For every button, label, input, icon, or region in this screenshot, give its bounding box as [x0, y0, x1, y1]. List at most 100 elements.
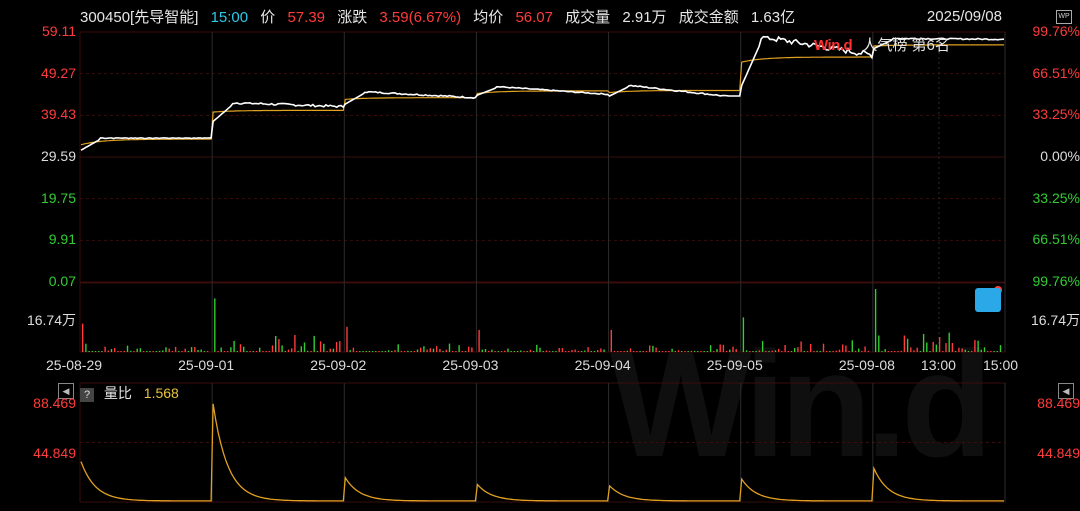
- volume-bar: [181, 351, 183, 352]
- volume-bar: [123, 351, 125, 352]
- volume-bar: [713, 351, 715, 352]
- volume-bar: [826, 351, 828, 352]
- volume-bar: [291, 348, 293, 352]
- volume-bar: [584, 350, 586, 352]
- volume-bar: [938, 337, 941, 352]
- volume-bar: [539, 347, 541, 352]
- volume-bar: [339, 341, 341, 352]
- volume-bar: [397, 344, 399, 352]
- volume-bar: [365, 351, 367, 352]
- volume-bar: [532, 351, 535, 352]
- volume-bar: [142, 351, 145, 352]
- volume-bar: [603, 349, 605, 352]
- volume-bar: [481, 349, 483, 352]
- volume-bar: [255, 351, 258, 352]
- volume-bar: [580, 351, 583, 352]
- volume-bar: [442, 351, 444, 352]
- volume-bar: [967, 351, 970, 352]
- volume-bar: [765, 351, 767, 352]
- time-tick: 15:00: [983, 357, 1019, 373]
- volume-bar: [155, 351, 158, 352]
- volume-bar: [82, 323, 84, 352]
- volume-bar: [120, 351, 122, 352]
- volume-bar: [961, 348, 963, 352]
- help-icon[interactable]: ?: [80, 388, 94, 402]
- volume-bar: [706, 351, 709, 352]
- volume-bar: [452, 351, 454, 352]
- volume-bar: [384, 351, 387, 352]
- volume-bar: [391, 350, 393, 352]
- volume-bar: [661, 351, 664, 352]
- volume-bar: [571, 350, 573, 352]
- price-tick-left: 19.75: [40, 189, 76, 206]
- volume-bar: [671, 348, 673, 352]
- volume-bar: [999, 345, 1002, 352]
- stock-code-name: 300450[先导智能]: [80, 9, 199, 26]
- volume-bar: [848, 351, 850, 352]
- volume-ratio-header: ? 量比 1.568: [80, 383, 179, 403]
- volume-bar: [284, 351, 286, 352]
- volume-bar: [410, 351, 412, 352]
- volume-bar: [94, 351, 97, 352]
- volume-bar: [806, 351, 809, 352]
- volume-bar: [545, 350, 548, 352]
- volume-bar: [294, 335, 296, 352]
- volume-bar: [510, 351, 512, 352]
- volume-bar: [633, 351, 635, 352]
- volume-bar: [916, 347, 918, 352]
- volume-bar: [445, 349, 447, 352]
- pct-tick-right: 33.25%: [1032, 106, 1080, 123]
- volume-bar: [246, 351, 248, 352]
- volume-bar: [107, 350, 109, 352]
- volume-bar: [926, 342, 928, 352]
- volume-bar: [794, 348, 796, 352]
- volume-bar: [813, 351, 815, 352]
- volume-bar: [268, 351, 270, 352]
- volume-bar: [133, 351, 135, 352]
- volume-bar: [526, 351, 528, 352]
- collapse-left-icon[interactable]: ◀: [58, 383, 74, 399]
- volume-bar: [919, 351, 922, 352]
- volume-tick-right: 16.74万: [1030, 312, 1080, 328]
- date-tick: 25-09-03: [442, 357, 499, 373]
- volume-bar: [787, 351, 789, 352]
- volume-bar: [536, 344, 538, 352]
- volume-bar: [774, 350, 777, 352]
- wp-icon[interactable]: WP: [1056, 10, 1072, 24]
- volume-bar: [494, 351, 496, 352]
- volume-bar: [190, 347, 193, 352]
- volume-bar: [203, 351, 206, 352]
- volume-bar: [303, 342, 306, 352]
- volume-bar: [352, 347, 355, 352]
- volume-bar: [300, 346, 302, 352]
- volume-bar: [577, 351, 580, 352]
- volume-bar: [838, 349, 841, 352]
- price-line: [80, 35, 1005, 151]
- volume-bar: [520, 350, 522, 352]
- volume-bar: [368, 351, 371, 352]
- volume-bar: [932, 341, 934, 352]
- panel-frame-1: [79, 282, 1006, 353]
- volume-bar: [230, 347, 232, 352]
- volume-bar: [700, 351, 702, 352]
- volume-bar: [432, 348, 435, 352]
- volume-bar: [265, 351, 267, 352]
- volume-bar: [597, 350, 599, 352]
- date-tick: 25-09-01: [178, 357, 235, 373]
- volume-bar: [194, 347, 196, 352]
- volume-bar: [816, 350, 818, 352]
- volume-bar: [790, 351, 793, 352]
- volume-bar: [954, 351, 957, 352]
- popularity-rank-badge[interactable]: Win.d 人气榜 第6名: [814, 34, 950, 55]
- volume-bar: [613, 351, 616, 352]
- volume-bar: [735, 349, 737, 352]
- volume-bar: [703, 351, 705, 352]
- volume-bar: [259, 347, 261, 352]
- volume-value: 2.91万: [622, 9, 667, 26]
- collapse-right-icon[interactable]: ◀: [1058, 383, 1074, 399]
- volume-bar: [149, 351, 151, 352]
- volume-bar: [590, 351, 592, 352]
- volume-bar: [910, 347, 912, 352]
- volume-bar: [587, 347, 589, 352]
